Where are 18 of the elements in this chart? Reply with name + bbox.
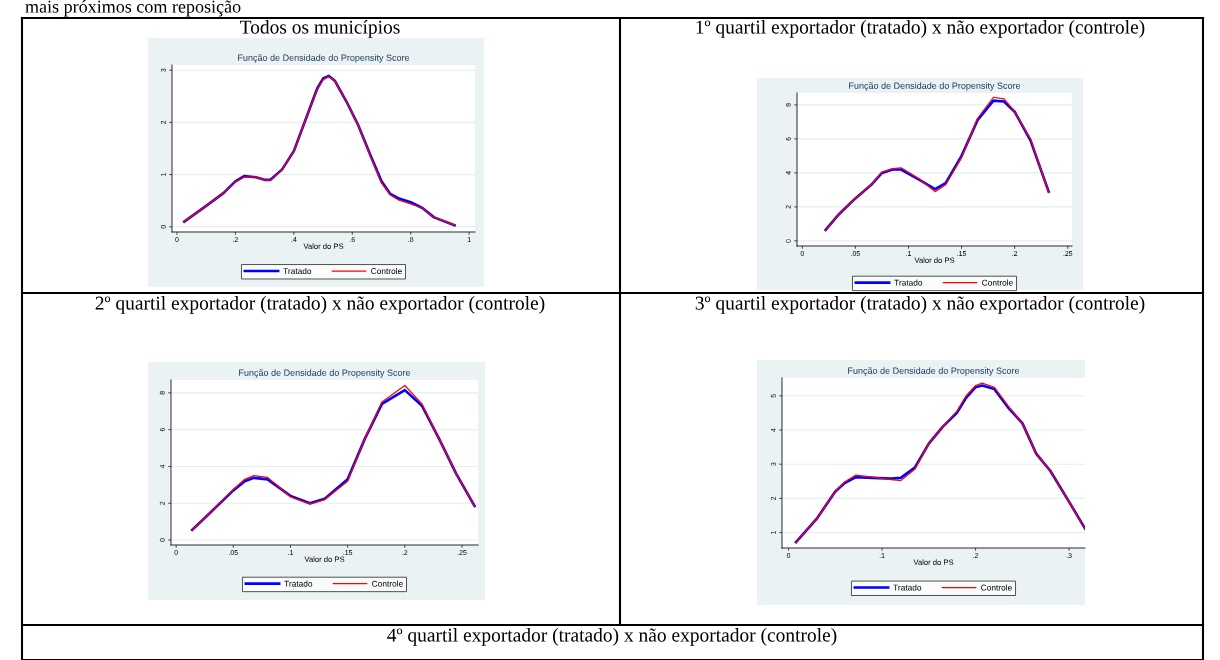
chart-title: Todos os municípios (240, 20, 400, 38)
legend-label: Controle (982, 279, 1013, 286)
text: 4º quartil exportador (tratado) x não exportador (controle) (387, 628, 837, 646)
text: mais próximos com reposição (25, 0, 241, 17)
legend-label: Controle (981, 584, 1012, 591)
chart-subtitle: Função de Densidade do Propensity Score (239, 369, 411, 378)
chart-subtitle: Função de Densidade do Propensity Score (849, 82, 1021, 91)
legend-label: Tratado (893, 584, 922, 591)
legend-label: Tratado (283, 267, 312, 275)
legend-label: Tratado (894, 279, 923, 286)
chart-subtitle: Função de Densidade do Propensity Score (848, 367, 1020, 376)
legend-label: Controle (372, 580, 403, 587)
chart-title: 3º quartil exportador (tratado) x não exportador (controle) (695, 296, 1145, 314)
chart-subtitle: Função de Densidade do Propensity Score (238, 54, 410, 63)
chart-title: 1º quartil exportador (tratado) x não exportador (controle) (696, 20, 1145, 38)
chart-title: 2º quartil exportador (tratado) x não exportador (controle) (95, 296, 545, 314)
legend-label: Tratado (284, 580, 313, 587)
legend-label: Controle (371, 267, 402, 275)
